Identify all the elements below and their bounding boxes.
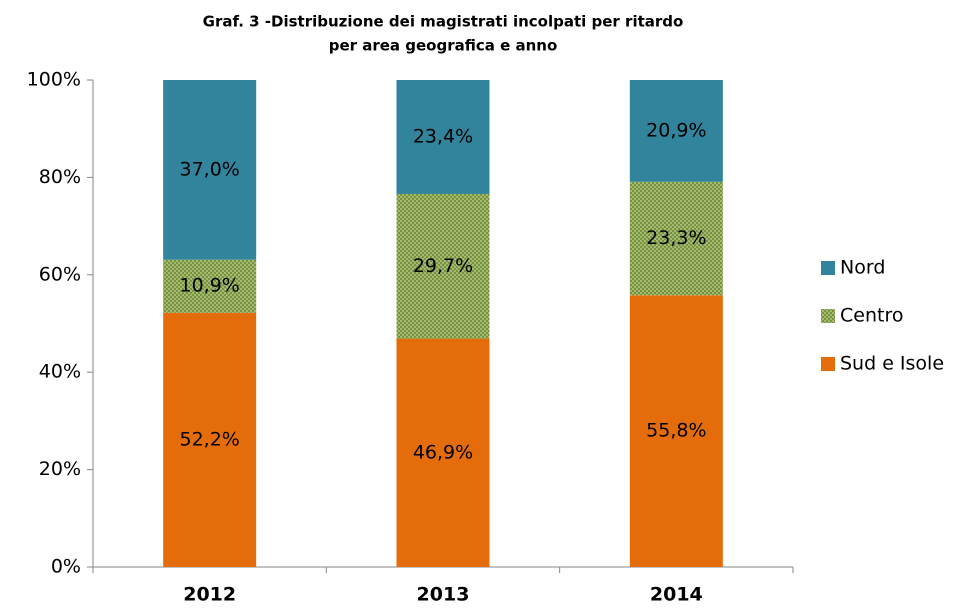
chart-title: Graf. 3 -Distribuzione dei magistrati in…	[203, 13, 684, 31]
data-label: 29,7%	[413, 255, 473, 277]
y-tick-label: 60%	[39, 263, 81, 285]
bar-segment	[396, 193, 490, 339]
data-label: 23,3%	[646, 227, 706, 249]
bar-segment	[629, 181, 723, 296]
y-tick-label: 80%	[39, 166, 81, 188]
y-tick-label: 40%	[39, 361, 81, 383]
bar-segment	[629, 295, 723, 567]
bar-segment	[163, 259, 257, 313]
y-tick-label: 20%	[39, 458, 81, 480]
legend-swatch	[821, 261, 835, 275]
data-label: 20,9%	[646, 119, 706, 141]
data-label: 46,9%	[413, 441, 473, 463]
x-tick-label: 2014	[650, 584, 703, 606]
bar-segment	[163, 312, 257, 567]
legend-swatch	[821, 357, 835, 371]
y-tick-label: 0%	[51, 556, 81, 578]
chart-title: per area geografica e anno	[329, 37, 558, 55]
data-label: 23,4%	[413, 125, 473, 147]
x-tick-label: 2013	[417, 584, 470, 606]
bar-segment	[396, 338, 490, 567]
data-label: 10,9%	[179, 275, 239, 297]
legend-label: Centro	[840, 305, 903, 327]
bar-segment	[163, 80, 257, 260]
data-label: 52,2%	[179, 428, 239, 450]
legend-label: Sud e Isole	[840, 353, 944, 375]
bar-segment	[629, 80, 723, 182]
x-tick-label: 2012	[183, 584, 236, 606]
legend-label: Nord	[840, 257, 885, 279]
data-label: 55,8%	[646, 420, 706, 442]
y-tick-label: 100%	[27, 69, 81, 91]
bar-segment	[396, 80, 490, 194]
legend-swatch	[821, 309, 835, 323]
data-label: 37,0%	[179, 158, 239, 180]
